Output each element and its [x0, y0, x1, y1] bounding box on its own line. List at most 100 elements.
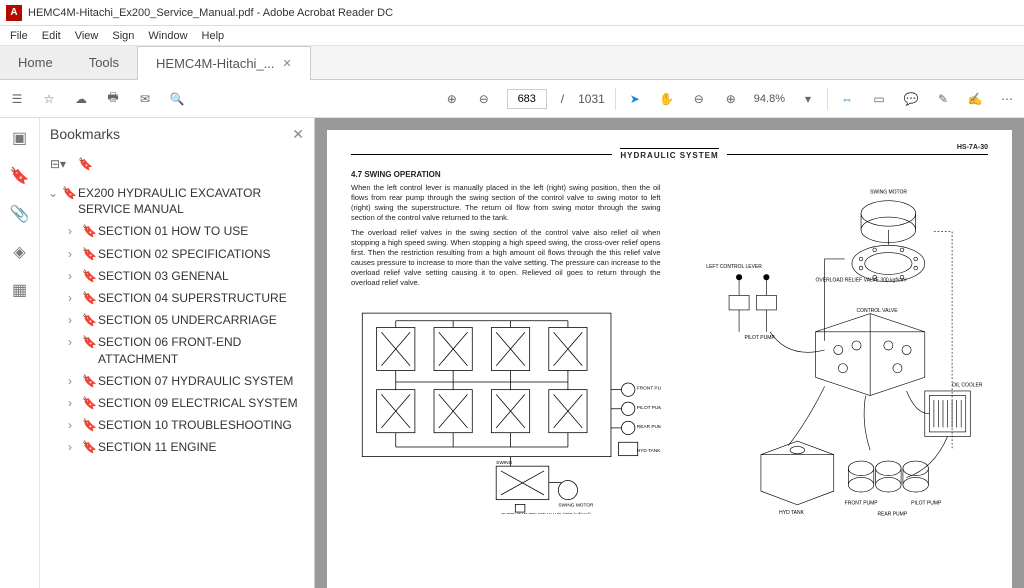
page-corner-number: HS-7A-30 — [957, 144, 988, 151]
page-down-icon[interactable]: ⊖ — [475, 90, 493, 108]
cloud-icon[interactable]: ☁ — [72, 90, 90, 108]
sign-icon[interactable]: ✍ — [966, 90, 984, 108]
menu-help[interactable]: Help — [196, 28, 231, 44]
svg-text:REAR PUMP: REAR PUMP — [877, 512, 907, 518]
zoom-out-icon[interactable]: ⊖ — [690, 90, 708, 108]
hand-icon[interactable]: ✋ — [658, 90, 676, 108]
section-title: 4.7 SWING OPERATION — [351, 170, 661, 179]
fit-width-icon[interactable]: ⇔ — [838, 90, 856, 108]
svg-text:PILOT PUMP: PILOT PUMP — [744, 335, 775, 341]
paragraph: When the left control lever is manually … — [351, 183, 661, 224]
bookmark-item[interactable]: ›🔖SECTION 10 TROUBLESHOOTING — [46, 414, 308, 436]
bookmark-item[interactable]: ›🔖SECTION 03 GENENAL — [46, 265, 308, 287]
bookmark-label: SECTION 09 ELECTRICAL SYSTEM — [98, 395, 306, 411]
comment-icon[interactable]: 💬 — [902, 90, 920, 108]
bookmark-icon: 🔖 — [82, 223, 94, 239]
bookmark-item[interactable]: ›🔖SECTION 09 ELECTRICAL SYSTEM — [46, 392, 308, 414]
bm-options-icon[interactable]: ⊟▾ — [50, 157, 66, 171]
svg-text:OIL COOLER: OIL COOLER — [952, 382, 983, 388]
search-icon[interactable]: 🔍 — [168, 90, 186, 108]
star-icon[interactable]: ☆ — [40, 90, 58, 108]
bookmark-label: SECTION 03 GENENAL — [98, 268, 306, 284]
right-column: SWING MOTOR LEFT CONTROL LEVER PILOT PUM… — [679, 170, 989, 530]
svg-text:OVERLOAD RELIEF VALVE (300 kgf: OVERLOAD RELIEF VALVE (300 kgf/cm²) — [501, 512, 591, 514]
pdf-page: HS-7A-30 HYDRAULIC SYSTEM 4.7 SWING OPER… — [327, 130, 1012, 588]
svg-text:SWING MOTOR: SWING MOTOR — [558, 503, 594, 509]
bookmark-icon: 🔖 — [62, 185, 74, 201]
chevron-right-icon[interactable]: › — [68, 334, 78, 350]
menu-bar: File Edit View Sign Window Help — [0, 26, 1024, 46]
tab-strip: Home Tools HEMC4M-Hitachi_... ✕ — [0, 46, 1024, 80]
chevron-right-icon[interactable]: › — [68, 223, 78, 239]
attachments-icon[interactable]: 📎 — [10, 204, 30, 224]
svg-text:PILOT PUMP: PILOT PUMP — [637, 405, 661, 411]
arrow-cursor-icon[interactable]: ➤ — [626, 90, 644, 108]
svg-text:PILOT PUMP: PILOT PUMP — [911, 501, 942, 507]
svg-text:FRONT PUMP: FRONT PUMP — [637, 386, 661, 392]
print-icon[interactable]: 🖶 — [104, 90, 122, 108]
page-sep: / — [561, 92, 564, 106]
bookmark-root[interactable]: ⌄ 🔖 EX200 HYDRAULIC EXCAVATOR SERVICE MA… — [46, 182, 308, 220]
chevron-right-icon[interactable]: › — [68, 373, 78, 389]
bookmark-label: EX200 HYDRAULIC EXCAVATOR SERVICE MANUAL — [78, 185, 306, 217]
isometric-diagram: SWING MOTOR LEFT CONTROL LEVER PILOT PUM… — [679, 170, 989, 530]
left-column: 4.7 SWING OPERATION When the left contro… — [351, 170, 661, 530]
page-up-icon[interactable]: ⊕ — [443, 90, 461, 108]
close-icon[interactable]: ✕ — [283, 57, 292, 70]
bookmark-icon: 🔖 — [82, 373, 94, 389]
bookmarks-icon[interactable]: 🔖 — [10, 166, 30, 186]
chevron-right-icon[interactable]: › — [68, 417, 78, 433]
bookmark-icon: 🔖 — [82, 334, 94, 350]
bookmark-item[interactable]: ›🔖SECTION 05 UNDERCARRIAGE — [46, 309, 308, 331]
title-bar: A HEMC4M-Hitachi_Ex200_Service_Manual.pd… — [0, 0, 1024, 26]
tab-tools[interactable]: Tools — [71, 46, 137, 79]
chevron-right-icon[interactable]: › — [68, 246, 78, 262]
svg-text:HYD TANK: HYD TANK — [779, 510, 804, 516]
menu-edit[interactable]: Edit — [36, 28, 67, 44]
menu-view[interactable]: View — [69, 28, 105, 44]
tab-document[interactable]: HEMC4M-Hitachi_... ✕ — [137, 46, 311, 80]
chevron-right-icon[interactable]: › — [68, 268, 78, 284]
tab-document-label: HEMC4M-Hitachi_... — [156, 56, 274, 71]
thumbnails-icon[interactable]: ▣ — [10, 128, 30, 148]
more-icon[interactable]: ⋯ — [998, 90, 1016, 108]
chevron-right-icon[interactable]: › — [68, 395, 78, 411]
layers-icon[interactable]: ◈ — [10, 242, 30, 262]
zoom-level[interactable]: 94.8% — [754, 93, 785, 105]
mail-icon[interactable]: ✉ — [136, 90, 154, 108]
bookmark-label: SECTION 11 ENGINE — [98, 439, 306, 455]
menu-file[interactable]: File — [4, 28, 34, 44]
chevron-down-icon[interactable]: ▾ — [799, 90, 817, 108]
chevron-down-icon[interactable]: ⌄ — [48, 185, 58, 201]
bookmark-item[interactable]: ›🔖SECTION 02 SPECIFICATIONS — [46, 243, 308, 265]
zoom-in-icon[interactable]: ⊕ — [722, 90, 740, 108]
bookmark-icon: 🔖 — [82, 290, 94, 306]
bookmark-icon: 🔖 — [82, 268, 94, 284]
bm-find-icon[interactable]: 🔖 — [78, 157, 93, 171]
bookmark-item[interactable]: ›🔖SECTION 01 HOW TO USE — [46, 220, 308, 242]
chevron-right-icon[interactable]: › — [68, 290, 78, 306]
bookmark-item[interactable]: ›🔖SECTION 04 SUPERSTRUCTURE — [46, 287, 308, 309]
close-panel-icon[interactable]: ✕ — [292, 126, 304, 143]
fit-page-icon[interactable]: ▭ — [870, 90, 888, 108]
grid-icon[interactable]: ▦ — [10, 280, 30, 300]
highlight-icon[interactable]: ✎ — [934, 90, 952, 108]
svg-text:SWING MOTOR: SWING MOTOR — [870, 189, 907, 195]
bookmarks-panel: Bookmarks ✕ ⊟▾ 🔖 ⌄ 🔖 EX200 HYDRAULIC EXC… — [40, 118, 315, 588]
menu-window[interactable]: Window — [142, 28, 193, 44]
bookmark-item[interactable]: ›🔖SECTION 06 FRONT-END ATTACHMENT — [46, 331, 308, 369]
menu-sign[interactable]: Sign — [106, 28, 140, 44]
sidebar-toggle-icon[interactable]: ☰ — [8, 90, 26, 108]
chevron-right-icon[interactable]: › — [68, 312, 78, 328]
chevron-right-icon[interactable]: › — [68, 439, 78, 455]
paragraph: The overload relief valves in the swing … — [351, 228, 661, 289]
bookmark-item[interactable]: ›🔖SECTION 11 ENGINE — [46, 436, 308, 458]
bookmark-label: SECTION 05 UNDERCARRIAGE — [98, 312, 306, 328]
svg-text:LEFT CONTROL LEVER: LEFT CONTROL LEVER — [706, 264, 762, 270]
tab-home[interactable]: Home — [0, 46, 71, 79]
bookmark-label: SECTION 06 FRONT-END ATTACHMENT — [98, 334, 306, 366]
bookmark-item[interactable]: ›🔖SECTION 07 HYDRAULIC SYSTEM — [46, 370, 308, 392]
document-viewport[interactable]: HS-7A-30 HYDRAULIC SYSTEM 4.7 SWING OPER… — [315, 118, 1024, 588]
page-header: HYDRAULIC SYSTEM — [620, 148, 718, 160]
page-number-input[interactable] — [507, 89, 547, 109]
